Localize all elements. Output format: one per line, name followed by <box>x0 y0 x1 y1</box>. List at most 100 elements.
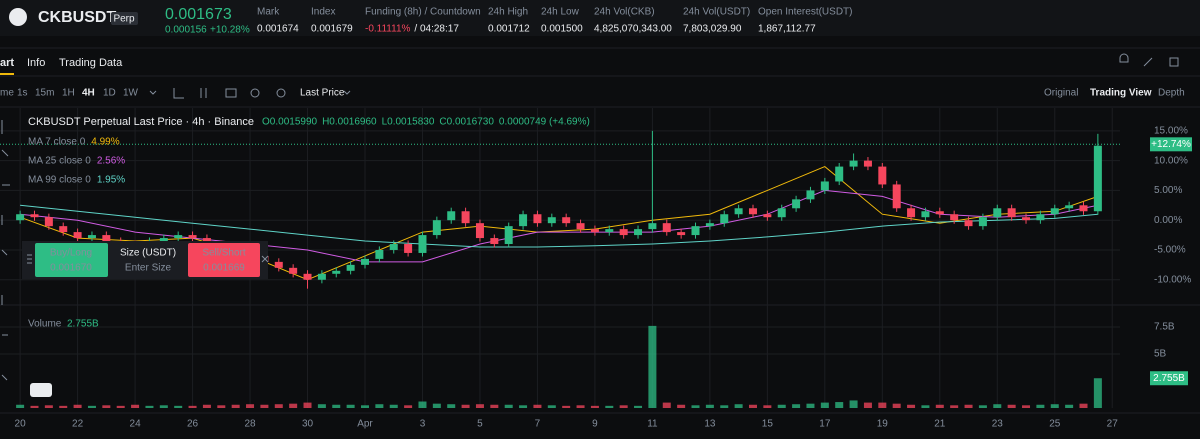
price-change: 0.000156 <box>165 25 207 36</box>
candle-body <box>533 214 542 224</box>
volume-bar <box>792 404 801 408</box>
volume-bar <box>648 325 657 408</box>
symbol[interactable]: CKBUSDT <box>38 9 116 26</box>
volume-bar <box>59 405 68 408</box>
candle-body <box>289 267 298 274</box>
x-tick-label: 25 <box>1049 419 1061 430</box>
volume-bar <box>820 402 829 408</box>
candle-body <box>748 208 757 215</box>
ma-label: MA 99 close 0 <box>28 175 91 186</box>
ma-value: 1.95% <box>97 175 125 186</box>
candle-body <box>16 214 25 221</box>
volume-bar <box>360 405 369 408</box>
volume-bar <box>950 405 959 408</box>
interval[interactable]: 15m <box>35 88 54 99</box>
stat-label: 24h Vol(USDT) <box>683 7 750 18</box>
ma-line <box>20 189 1099 263</box>
tab[interactable]: Info <box>27 57 45 69</box>
volume-bar <box>777 404 786 408</box>
volume-bar <box>763 405 772 408</box>
volume-bar <box>935 404 944 408</box>
stat-value: 0.001674 <box>257 24 299 35</box>
ohlc-value: C0.0016730 <box>439 117 494 128</box>
window-icons[interactable] <box>1119 53 1179 67</box>
view-option[interactable]: Depth <box>1158 88 1185 99</box>
volume-bar <box>116 405 125 408</box>
ohlc-value: H0.0016960 <box>322 117 377 128</box>
x-tick-label: 21 <box>934 419 946 430</box>
drag-icon[interactable] <box>27 254 32 264</box>
toolbar: me 1s 15m 1H 4H 1D 1W Last Price Original Trading… <box>0 88 1185 99</box>
candle-body <box>878 166 887 185</box>
buy-button[interactable] <box>35 243 108 277</box>
x-tick-label: 13 <box>704 419 716 430</box>
candle-body <box>763 214 772 218</box>
interval[interactable]: 1W <box>123 88 139 99</box>
interval[interactable]: 1s <box>17 88 28 99</box>
toolbar-icons[interactable] <box>149 88 286 99</box>
volume-bar <box>878 402 887 408</box>
volume-bar <box>892 403 901 408</box>
tab[interactable]: art <box>0 57 14 69</box>
candle-body <box>662 223 671 233</box>
x-tick-label: 5 <box>477 419 483 430</box>
interval[interactable]: 1H <box>62 88 75 99</box>
volume-bar <box>44 405 53 408</box>
dropdown <box>343 90 351 95</box>
volume-bar <box>964 404 973 408</box>
volume-bar <box>87 405 96 408</box>
sell-button[interactable] <box>188 243 260 277</box>
candle-body <box>317 273 326 280</box>
volume-bar <box>691 405 700 408</box>
candle-body <box>174 235 183 239</box>
stat-value: 1,867,112.77 <box>758 24 816 35</box>
volume-bar <box>202 404 211 408</box>
volume-bar <box>978 405 987 408</box>
candle-body <box>935 211 944 215</box>
x-tick-label: 9 <box>592 419 598 430</box>
candle-body <box>346 264 355 271</box>
candle-body <box>1079 205 1088 212</box>
size-input[interactable]: Enter Size <box>125 263 172 274</box>
y-tick-label: 10.00% <box>1154 155 1188 166</box>
volume-bar <box>217 405 226 408</box>
volume-title: Volume <box>28 319 62 330</box>
volume-tick-label: 7.5B <box>1154 322 1175 333</box>
ma-label: MA 7 close 0 <box>28 137 86 148</box>
candle-body <box>1065 205 1074 209</box>
sell-label: Sell/Short <box>202 248 246 259</box>
candle-body <box>44 217 53 227</box>
candle-body <box>519 214 528 227</box>
stat-value: 0.001679 <box>311 24 353 35</box>
candle-body <box>490 238 499 245</box>
volume-bar <box>590 405 599 408</box>
volume-bar <box>317 404 326 408</box>
x-tick-label: 7 <box>535 419 541 430</box>
last-price: 0.001673 <box>165 6 232 23</box>
view-option[interactable]: Original <box>1044 88 1078 99</box>
stat-label: 24h Low <box>541 7 580 18</box>
ma-value: 4.99% <box>91 137 119 148</box>
volume-bar <box>605 405 614 408</box>
close-icon[interactable] <box>261 255 269 263</box>
stat-label: Funding (8h) / Countdown <box>365 7 481 18</box>
candle-body <box>1050 208 1059 215</box>
tab[interactable]: Trading Data <box>59 57 123 69</box>
ma-line <box>20 204 1098 248</box>
badge: Perp <box>113 14 135 25</box>
volume-bar <box>30 405 39 408</box>
view-option[interactable]: Trading View <box>1090 88 1152 99</box>
volume-bar <box>475 404 484 408</box>
candle-body <box>605 229 614 233</box>
interval[interactable]: 4H <box>82 88 95 99</box>
price-type[interactable]: Last Price <box>300 88 345 99</box>
tool-icons[interactable] <box>1 120 10 381</box>
volume-bar <box>432 403 441 408</box>
interval[interactable]: 1D <box>103 88 116 99</box>
volume-bar <box>519 405 528 408</box>
candle-body <box>978 217 987 227</box>
interval[interactable]: me <box>0 88 14 99</box>
stat-label: Open Interest(USDT) <box>758 7 852 18</box>
